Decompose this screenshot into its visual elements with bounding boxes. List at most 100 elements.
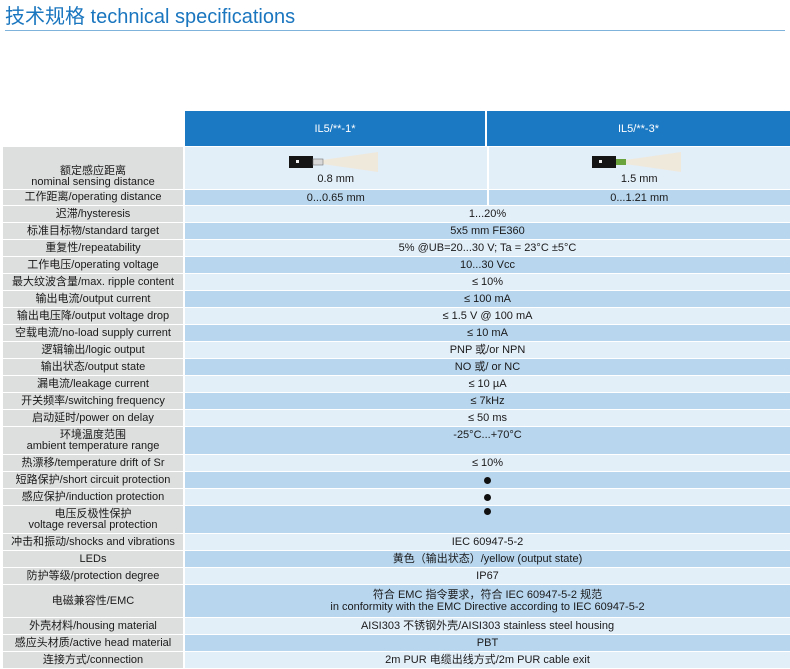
row-value: [185, 506, 790, 533]
label-en: nominal sensing distance: [31, 177, 155, 188]
row-value: ≤ 1.5 V @ 100 mA: [185, 308, 790, 324]
row-label: 防护等级/protection degree: [3, 568, 183, 584]
row-value: 5% @UB=20...30 V; Ta = 23°C ±5°C: [185, 240, 790, 256]
row-value: IP67: [185, 568, 790, 584]
row-value: ≤ 10 mA: [185, 325, 790, 341]
row-label: 空载电流/no-load supply current: [3, 325, 183, 341]
row-label: 开关频率/switching frequency: [3, 393, 183, 409]
row-value: NO 或/ or NC: [185, 359, 790, 375]
row-value: ≤ 50 ms: [185, 410, 790, 426]
row-label: 感应头材质/active head material: [3, 635, 183, 651]
sensor-icon: [288, 151, 384, 173]
row-value: -25°C...+70°C: [185, 427, 790, 454]
emc-line-en: in conformity with the EMC Directive acc…: [330, 601, 644, 613]
model-header-1: IL5/**-1*: [185, 111, 485, 146]
row-value: PBT: [185, 635, 790, 651]
row-label: 最大纹波含量/max. ripple content: [3, 274, 183, 290]
row-value: 10...30 Vcc: [185, 257, 790, 273]
row-value: 5x5 mm FE360: [185, 223, 790, 239]
row-label: 热漂移/temperature drift of Sr: [3, 455, 183, 471]
operating-values: 0...0.65 mm 0...1.21 mm: [185, 190, 790, 205]
nominal-cell-2: 1.5 mm: [487, 147, 790, 189]
table-row: 短路保护/short circuit protection: [3, 472, 790, 488]
row-label: 迟滞/hysteresis: [3, 206, 183, 222]
title-rule: [5, 30, 785, 31]
table-row: 启动延时/power on delay≤ 50 ms: [3, 410, 790, 426]
nominal-cell-1: 0.8 mm: [185, 147, 487, 189]
row-value: AISI303 不锈钢外壳/AISI303 stainless steel ho…: [185, 618, 790, 634]
row-label: 工作距离/operating distance: [3, 190, 183, 205]
row-label: 启动延时/power on delay: [3, 410, 183, 426]
page-title: 技术规格 technical specifications: [5, 6, 295, 28]
row-value: 符合 EMC 指令要求，符合 IEC 60947-5-2 规范 in confo…: [185, 585, 790, 617]
row-label: 逻辑输出/logic output: [3, 342, 183, 358]
row-label: 电磁兼容性/EMC: [3, 585, 183, 617]
row-value: [185, 472, 790, 488]
row-label: LEDs: [3, 551, 183, 567]
model-header-2: IL5/**-3*: [487, 111, 790, 146]
row-value: PNP 或/or NPN: [185, 342, 790, 358]
label-cn: 环境温度范围: [60, 430, 126, 441]
row-value: ≤ 100 mA: [185, 291, 790, 307]
bullet-icon: [484, 494, 491, 501]
table-header: IL5/**-1* IL5/**-3*: [3, 111, 790, 146]
table-row: 额定感应距离 nominal sensing distance 0.8 mm: [3, 147, 790, 189]
table-row: 电压反极性保护 voltage reversal protection: [3, 506, 790, 533]
bullet-icon: [484, 508, 491, 515]
row-value: [185, 489, 790, 505]
table-row: 电磁兼容性/EMC 符合 EMC 指令要求，符合 IEC 60947-5-2 规…: [3, 585, 790, 617]
row-label: 环境温度范围 ambient temperature range: [3, 427, 183, 454]
table-row: 漏电流/leakage current≤ 10 µA: [3, 376, 790, 392]
label-en: ambient temperature range: [27, 441, 160, 452]
table-row: 空载电流/no-load supply current≤ 10 mA: [3, 325, 790, 341]
row-value: 2m PUR 电缆出线方式/2m PUR cable exit: [185, 652, 790, 668]
table-row: 感应保护/induction protection: [3, 489, 790, 505]
row-value: IEC 60947-5-2: [185, 534, 790, 550]
spec-table: IL5/**-1* IL5/**-3* 额定感应距离 nominal sensi…: [3, 111, 790, 669]
row-label: 漏电流/leakage current: [3, 376, 183, 392]
emc-line-cn: 符合 EMC 指令要求，符合 IEC 60947-5-2 规范: [373, 589, 602, 601]
operating-distance-1: 0...0.65 mm: [185, 190, 487, 205]
row-label: 冲击和振动/shocks and vibrations: [3, 534, 183, 550]
row-label: 工作电压/operating voltage: [3, 257, 183, 273]
row-value: 黄色（输出状态）/yellow (output state): [185, 551, 790, 567]
table-row: 输出电压降/output voltage drop≤ 1.5 V @ 100 m…: [3, 308, 790, 324]
table-row: 开关频率/switching frequency≤ 7kHz: [3, 393, 790, 409]
row-label: 连接方式/connection: [3, 652, 183, 668]
row-label: 额定感应距离 nominal sensing distance: [3, 147, 183, 189]
row-value: ≤ 10%: [185, 455, 790, 471]
table-row: 输出电流/output current≤ 100 mA: [3, 291, 790, 307]
table-row: 工作距离/operating distance 0...0.65 mm 0...…: [3, 190, 790, 205]
row-label: 输出电压降/output voltage drop: [3, 308, 183, 324]
row-value: ≤ 10 µA: [185, 376, 790, 392]
bullet-icon: [484, 477, 491, 484]
row-label: 输出状态/output state: [3, 359, 183, 375]
row-label: 外壳材料/housing material: [3, 618, 183, 634]
row-label: 标准目标物/standard target: [3, 223, 183, 239]
row-label: 输出电流/output current: [3, 291, 183, 307]
row-value: ≤ 7kHz: [185, 393, 790, 409]
row-value: ≤ 10%: [185, 274, 790, 290]
label-cn: 电压反极性保护: [55, 509, 132, 520]
row-label: 电压反极性保护 voltage reversal protection: [3, 506, 183, 533]
row-label: 重复性/repeatability: [3, 240, 183, 256]
table-row: 热漂移/temperature drift of Sr≤ 10%: [3, 455, 790, 471]
nominal-distance-1: 0.8 mm: [317, 173, 354, 185]
row-label: 感应保护/induction protection: [3, 489, 183, 505]
table-row: 最大纹波含量/max. ripple content≤ 10%: [3, 274, 790, 290]
label-en: voltage reversal protection: [28, 520, 157, 531]
row-label: 短路保护/short circuit protection: [3, 472, 183, 488]
row-value: 1...20%: [185, 206, 790, 222]
